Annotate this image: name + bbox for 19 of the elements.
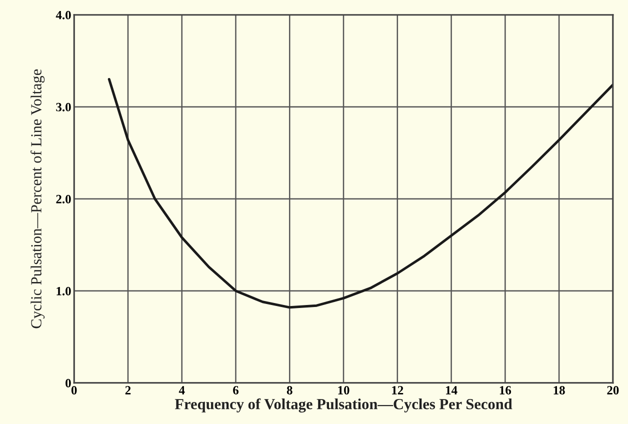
x-tick-label: 0 <box>71 386 77 394</box>
x-tick-label: 6 <box>233 386 239 394</box>
y-tick-label: 2.0 <box>56 194 71 204</box>
y-tick-label: 1.0 <box>56 286 71 296</box>
x-tick-label: 10 <box>338 386 350 394</box>
line-series <box>108 78 613 309</box>
y-axis-title: Cyclic Pulsation—Percent of Line Voltage <box>30 69 45 328</box>
x-axis-title: Frequency of Voltage Pulsation—Cycles Per Second <box>174 398 512 413</box>
x-tick-label: 4 <box>178 386 185 394</box>
x-tick-label: 18 <box>554 386 565 394</box>
x-tick-label: 8 <box>286 386 292 394</box>
x-tick-label: 20 <box>607 386 619 394</box>
x-tick-label: 2 <box>125 386 131 394</box>
y-tick-label: 3.0 <box>56 102 71 112</box>
x-tick-label: 12 <box>392 386 404 394</box>
y-tick-label: 0 <box>66 378 71 388</box>
x-tick-label: 16 <box>500 386 512 394</box>
x-tick-label: 14 <box>446 386 458 394</box>
y-tick-label: 4.0 <box>56 10 71 20</box>
